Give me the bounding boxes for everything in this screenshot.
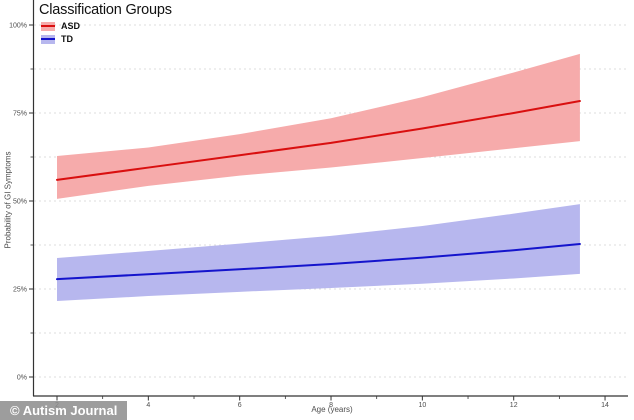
- x-tick-label: 8: [329, 402, 333, 409]
- asd-legend-label: ASD: [61, 21, 81, 31]
- td-legend-label: TD: [61, 34, 73, 44]
- x-tick-label: 14: [601, 402, 609, 409]
- x-tick-label: 12: [510, 402, 518, 409]
- watermark: © Autism Journal: [0, 401, 128, 420]
- y-tick-label: 75%: [13, 111, 27, 118]
- y-tick-label: 0%: [17, 375, 27, 382]
- td-confidence-band: [57, 204, 580, 301]
- x-axis-title: Age (years): [311, 405, 353, 414]
- y-tick-label: 50%: [13, 199, 27, 206]
- asd-legend-key-line: [41, 25, 55, 27]
- td-line: [56, 242, 581, 281]
- x-tick-label: 6: [238, 402, 242, 409]
- legend-item-td: TD: [39, 34, 172, 44]
- asd-line: [56, 100, 581, 181]
- asd-confidence-band: [57, 53, 580, 199]
- legend-title: Classification Groups: [39, 2, 172, 18]
- legend: Classification Groups ASD TD: [39, 2, 172, 44]
- y-tick-label: 100%: [9, 23, 27, 30]
- y-tick-label: 25%: [13, 287, 27, 294]
- x-tick-label: 4: [146, 402, 150, 409]
- x-tick-label: 10: [418, 402, 426, 409]
- td-legend-key-line: [41, 38, 55, 40]
- y-axis-title: Probability of GI Symptoms: [3, 151, 13, 249]
- legend-items: ASD TD: [39, 21, 172, 44]
- td-legend-key: [41, 34, 55, 44]
- legend-item-asd: ASD: [39, 21, 172, 31]
- asd-legend-key: [41, 21, 55, 31]
